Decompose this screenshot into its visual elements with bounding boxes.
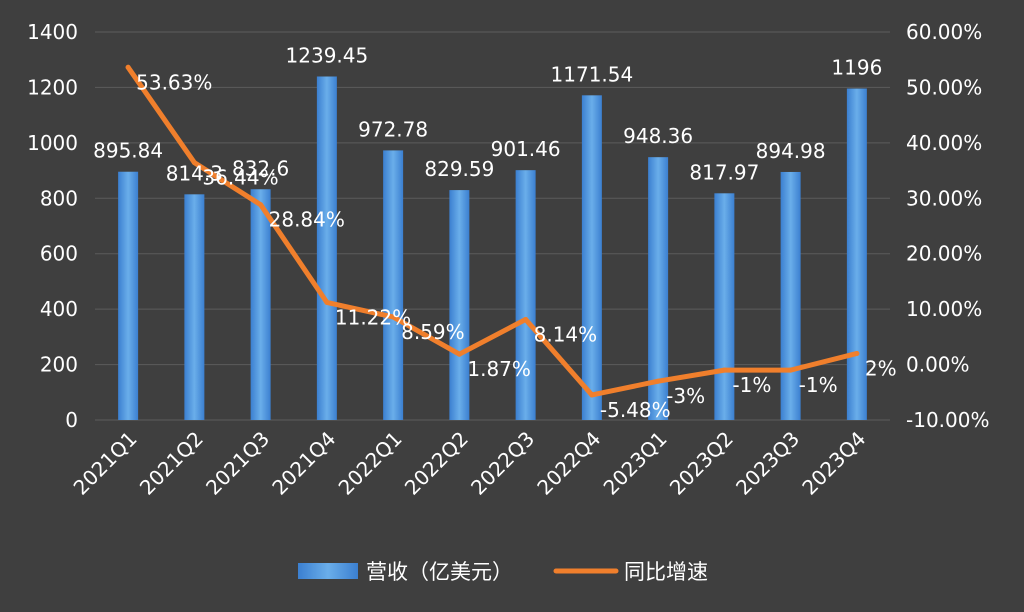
legend-line-label: 同比增速	[624, 560, 708, 584]
line-point	[456, 351, 462, 357]
bar-value-label: 901.46	[491, 137, 561, 161]
x-tick-label: 2023Q2	[665, 427, 738, 500]
y-left-tick-label: 0	[65, 408, 78, 432]
bar	[780, 171, 801, 420]
bar-value-label: 832.6	[232, 156, 289, 180]
y-left-tick-label: 200	[40, 353, 78, 377]
line-value-label: 8.59%	[401, 320, 465, 344]
bar	[846, 88, 867, 420]
bar	[250, 189, 271, 420]
bar-value-label: 972.78	[358, 117, 428, 141]
bar	[383, 150, 404, 420]
bar-value-label: 1171.54	[551, 62, 634, 86]
line-value-label: -5.48%	[600, 398, 671, 422]
bar	[184, 194, 205, 420]
bar-value-label: 814.3	[166, 161, 223, 185]
legend-bar-swatch	[298, 563, 358, 579]
line-series	[125, 64, 860, 398]
y-right-tick-label: 30.00%	[906, 186, 982, 210]
line-value-label: -3%	[666, 384, 705, 408]
y-left-tick-label: 1400	[27, 20, 78, 44]
x-tick-label: 2022Q3	[466, 427, 539, 500]
x-tick-label: 2022Q4	[532, 427, 605, 500]
y-right-tick-label: 60.00%	[906, 20, 982, 44]
line-point	[523, 316, 529, 322]
x-tick-label: 2023Q4	[797, 427, 870, 500]
y-left-tick-label: 600	[40, 242, 78, 266]
y-right-tick-label: 10.00%	[906, 297, 982, 321]
line-point	[191, 160, 197, 166]
y-right-tick-label: 20.00%	[906, 242, 982, 266]
growth-line	[125, 64, 860, 398]
legend-bar-label: 营收（亿美元）	[366, 560, 513, 584]
bar	[118, 171, 139, 420]
bar	[648, 157, 669, 420]
line-value-label: 11.22%	[335, 305, 411, 329]
bar-value-label: 817.97	[689, 160, 759, 184]
y-right-tick-label: 50.00%	[906, 75, 982, 99]
bar-series	[118, 76, 867, 421]
line-point	[721, 367, 727, 373]
x-tick-label: 2021Q2	[135, 427, 208, 500]
x-tick-label: 2021Q3	[201, 427, 274, 500]
bar-value-label: 894.98	[756, 139, 826, 163]
bar-value-label: 1239.45	[286, 43, 369, 67]
line-point	[125, 64, 131, 70]
legend: 营收（亿美元） 同比增速	[298, 560, 708, 584]
bar	[449, 190, 470, 420]
line-value-label: 28.84%	[269, 208, 345, 232]
bar	[316, 76, 337, 420]
line-point	[390, 314, 396, 320]
x-tick-label: 2022Q2	[400, 427, 473, 500]
line-value-label: 53.63%	[136, 70, 212, 94]
y-right-tick-label: 0.00%	[906, 353, 970, 377]
y-left-tick-label: 1200	[27, 75, 78, 99]
x-tick-label: 2023Q1	[599, 427, 672, 500]
line-point	[258, 202, 264, 208]
bar	[581, 95, 602, 421]
y-right-tick-label: -10.00%	[906, 408, 989, 432]
line-point	[589, 392, 595, 398]
bar	[714, 193, 735, 420]
y-right-tick-label: 40.00%	[906, 131, 982, 155]
grid-lines	[95, 31, 890, 421]
bar-value-label: 895.84	[93, 139, 163, 163]
line-value-label: 8.14%	[534, 322, 598, 346]
line-point	[854, 350, 860, 356]
line-value-label: 2%	[865, 356, 897, 380]
line-value-label: 1.87%	[467, 357, 531, 381]
bar-value-label: 829.59	[424, 157, 494, 181]
bar-value-label: 948.36	[623, 124, 693, 148]
x-tick-label: 2021Q4	[267, 427, 340, 500]
bar-value-label: 1196	[831, 56, 882, 80]
y-left-tick-label: 400	[40, 297, 78, 321]
y-left-tick-label: 1000	[27, 131, 78, 155]
y-left-tick-label: 800	[40, 186, 78, 210]
x-tick-label: 2022Q1	[334, 427, 407, 500]
x-tick-label: 2023Q3	[731, 427, 804, 500]
line-value-label: -1%	[799, 373, 838, 397]
line-value-label: -1%	[732, 373, 771, 397]
x-tick-label: 2021Q1	[69, 427, 142, 500]
line-point	[788, 367, 794, 373]
line-point	[324, 299, 330, 305]
bar	[515, 170, 536, 420]
line-point	[655, 378, 661, 384]
line-value-label: 36.44%	[202, 166, 278, 190]
